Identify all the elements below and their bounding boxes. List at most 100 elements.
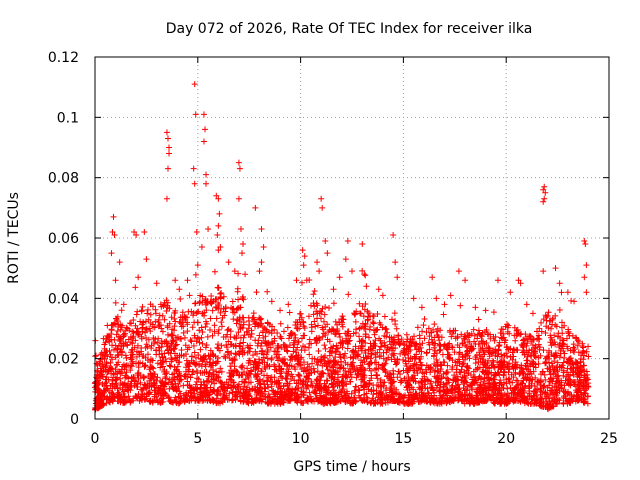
data-point	[354, 352, 361, 359]
data-point	[359, 241, 366, 248]
data-point	[394, 274, 401, 281]
data-point	[564, 377, 571, 384]
data-point	[104, 322, 111, 329]
data-point	[400, 367, 407, 374]
data-point	[170, 346, 177, 353]
data-point	[159, 398, 166, 405]
data-point	[345, 291, 352, 298]
data-point	[333, 342, 340, 349]
data-point	[150, 365, 157, 372]
data-point	[435, 368, 442, 375]
data-point	[254, 323, 261, 330]
data-point	[265, 384, 272, 391]
data-point	[149, 303, 156, 310]
data-point	[430, 353, 437, 360]
data-point	[289, 389, 296, 396]
data-point	[314, 322, 321, 329]
data-point	[321, 311, 328, 318]
data-point	[532, 364, 539, 371]
data-point	[337, 362, 344, 369]
data-point	[197, 369, 204, 376]
data-point	[132, 284, 139, 291]
data-point	[219, 314, 226, 321]
data-point	[539, 369, 546, 376]
data-point	[211, 268, 218, 275]
data-point	[191, 81, 198, 88]
data-point	[182, 314, 189, 321]
data-point	[397, 370, 404, 377]
data-point	[577, 358, 584, 365]
data-point	[496, 371, 503, 378]
data-point	[280, 359, 287, 366]
data-point	[573, 359, 580, 366]
data-point	[119, 363, 126, 370]
data-point	[211, 380, 218, 387]
data-point	[128, 374, 135, 381]
data-point	[451, 372, 458, 379]
data-point	[390, 339, 397, 346]
data-point	[298, 388, 305, 395]
data-point	[265, 391, 272, 398]
data-point	[131, 377, 138, 384]
data-point	[486, 383, 493, 390]
data-point	[264, 320, 271, 327]
data-point	[211, 322, 218, 329]
data-point	[299, 378, 306, 385]
data-point	[275, 398, 282, 405]
x-tick-labels: 0 5 10 15 20 25	[91, 431, 618, 447]
data-point	[268, 383, 275, 390]
data-point	[260, 354, 267, 361]
data-point	[277, 385, 284, 392]
data-point	[457, 369, 464, 376]
data-point	[286, 342, 293, 349]
data-point	[340, 382, 347, 389]
data-point	[252, 204, 259, 211]
data-point	[338, 315, 345, 322]
data-point	[509, 379, 516, 386]
data-point	[203, 171, 210, 178]
data-point	[561, 322, 568, 329]
data-point	[339, 386, 346, 393]
data-point	[554, 375, 561, 382]
data-point	[303, 385, 310, 392]
data-point	[170, 374, 177, 381]
data-point	[207, 398, 214, 405]
data-point	[295, 351, 302, 358]
data-point	[569, 332, 576, 339]
data-point	[166, 362, 173, 369]
data-point	[319, 398, 326, 405]
data-point	[239, 362, 246, 369]
data-point	[515, 277, 522, 284]
data-point	[456, 369, 463, 376]
data-point	[258, 259, 265, 266]
data-point	[516, 391, 523, 398]
data-point	[585, 343, 592, 350]
data-point	[433, 384, 440, 391]
data-point	[159, 363, 166, 370]
data-point	[146, 325, 153, 332]
data-point	[282, 375, 289, 382]
data-point	[122, 374, 129, 381]
data-point	[244, 372, 251, 379]
data-point	[145, 390, 152, 397]
data-point	[200, 138, 207, 145]
data-point	[492, 380, 499, 387]
data-point	[195, 308, 202, 315]
data-point	[526, 390, 533, 397]
data-point	[203, 180, 210, 187]
data-point	[278, 366, 285, 373]
data-point	[196, 339, 203, 346]
data-point	[406, 364, 413, 371]
data-point	[224, 349, 231, 356]
data-point	[152, 318, 159, 325]
data-point	[250, 364, 257, 371]
data-point	[172, 394, 179, 401]
data-point	[136, 351, 143, 358]
data-point	[93, 395, 100, 402]
data-point	[547, 317, 554, 324]
data-point	[525, 400, 532, 407]
data-point	[222, 394, 229, 401]
data-point	[529, 341, 536, 348]
data-point	[237, 304, 244, 311]
data-point	[144, 310, 151, 317]
